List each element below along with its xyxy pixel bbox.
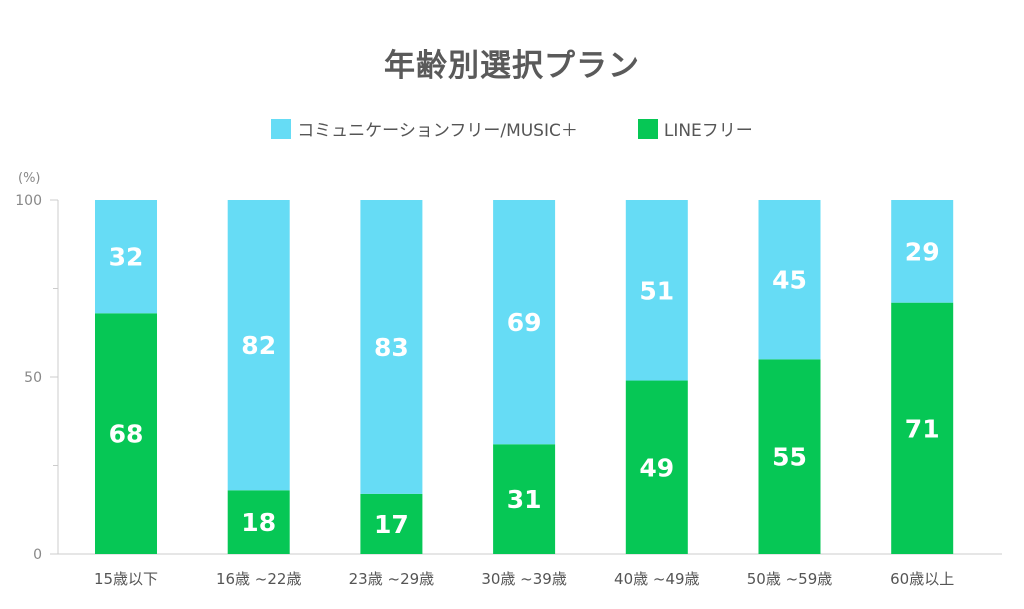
chart-title: 年齢別選択プラン: [384, 48, 640, 84]
data-label: 45: [772, 266, 807, 295]
x-tick-label: 15歳以下: [94, 570, 158, 588]
data-label: 55: [772, 443, 807, 472]
bar-segment-communication-free: [625, 200, 688, 381]
legend-swatch-communication-free: [271, 118, 292, 139]
data-label: 83: [374, 333, 409, 362]
bar-segment-line-free: [758, 359, 821, 554]
x-tick-label: 23歳 ~29歳: [349, 570, 435, 588]
bar-segment-communication-free: [95, 200, 157, 314]
y-tick-label: 100: [15, 193, 42, 209]
bar-segment-line-free: [625, 380, 688, 554]
data-label: 29: [905, 237, 940, 266]
x-tick-label: 50歳 ~59歳: [747, 570, 833, 588]
bar-segment-communication-free: [493, 200, 556, 445]
y-tick-label: 0: [33, 547, 42, 563]
legend-label-communication-free: コミュニケーションフリー/MUSIC＋: [297, 121, 578, 141]
bar-segment-communication-free: [891, 200, 954, 303]
x-tick-label: 60歳以上: [890, 570, 954, 588]
x-tick-label: 30歳 ~39歳: [481, 570, 567, 588]
data-label: 49: [639, 453, 674, 482]
x-tick-label: 16歳 ~22歳: [216, 570, 302, 588]
legend-item-line-free: LINEフリー: [637, 116, 753, 141]
bar-segment-communication-free: [227, 200, 290, 491]
bar-segment-line-free: [360, 493, 423, 554]
bar-segment-line-free: [891, 302, 954, 554]
data-label: 31: [507, 485, 542, 514]
legend-item-communication-free: コミュニケーションフリー/MUSIC＋: [271, 116, 578, 141]
data-label: 68: [109, 420, 144, 449]
data-label: 71: [905, 414, 940, 443]
data-label: 51: [639, 276, 674, 305]
legend-swatch-line-free: [637, 118, 658, 139]
data-label: 18: [241, 508, 276, 537]
legend-label-line-free: LINEフリー: [663, 121, 753, 141]
bar-segment-line-free: [493, 444, 556, 554]
bar-segment-communication-free: [360, 200, 423, 494]
data-label: 32: [109, 243, 144, 272]
y-tick-label: 50: [24, 370, 42, 386]
x-tick-label: 40歳 ~49歳: [614, 570, 700, 588]
data-label: 82: [241, 331, 276, 360]
chart-legend: コミュニケーションフリー/MUSIC＋ LINEフリー: [0, 116, 1024, 141]
bar-segment-communication-free: [758, 200, 821, 360]
data-label: 69: [507, 308, 542, 337]
bar-segment-line-free: [95, 313, 157, 554]
data-label: 17: [374, 510, 409, 539]
bar-segment-line-free: [227, 490, 290, 554]
y-unit-label: (%): [18, 171, 41, 186]
